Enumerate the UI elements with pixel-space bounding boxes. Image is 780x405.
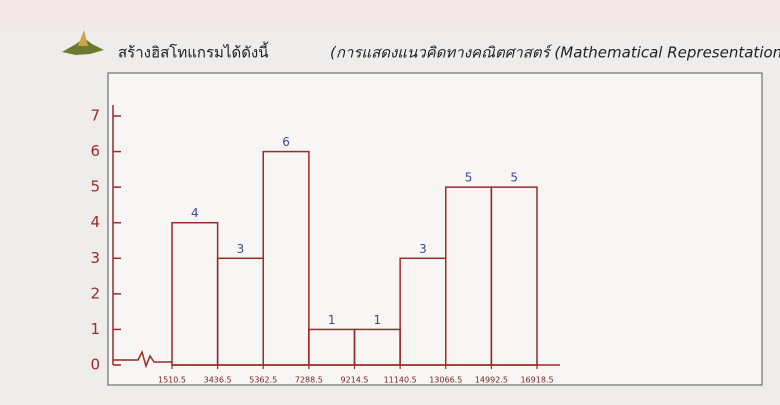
x-tick-label: 16918.5	[520, 376, 553, 385]
chart-subtitle: (การแสดงแนวคิดทางคณิตศาสตร์ (Mathematica…	[330, 44, 780, 62]
y-tick-label: 3	[90, 249, 100, 267]
data-label: 1	[328, 313, 336, 327]
bar	[262, 150, 310, 366]
x-tick-label: 7288.5	[295, 376, 323, 385]
data-label: 4	[191, 206, 199, 220]
y-tick-label: 0	[90, 356, 100, 374]
x-tick-label: 9214.5	[341, 376, 369, 385]
watermark-band	[0, 0, 780, 30]
x-tick-label: 13066.5	[429, 376, 462, 385]
title-icon	[62, 30, 104, 55]
x-tick-label: 5362.5	[249, 376, 277, 385]
axis-break	[113, 349, 172, 369]
chart-title: สร้างฮิสโทแกรมได้ดังนี้	[118, 42, 269, 62]
y-tick-label: 1	[90, 320, 100, 338]
y-tick-label: 4	[90, 213, 100, 231]
y-tick-label: 6	[90, 142, 100, 160]
y-tick-label: 2	[90, 284, 100, 302]
x-tick-label: 14992.5	[475, 376, 508, 385]
frame	[107, 72, 763, 386]
bar	[490, 186, 538, 366]
y-tick-label: 7	[90, 107, 100, 125]
x-tick-label: 3436.5	[204, 376, 232, 385]
data-label: 5	[465, 171, 473, 185]
data-label: 3	[419, 242, 427, 256]
data-label: 1	[373, 313, 381, 327]
data-label: 3	[237, 242, 245, 256]
x-tick-label: 11140.5	[384, 376, 417, 385]
x-tick-label: 1510.5	[158, 376, 186, 385]
data-label: 5	[510, 171, 518, 185]
data-label: 6	[282, 135, 290, 149]
y-tick-label: 5	[90, 178, 100, 196]
